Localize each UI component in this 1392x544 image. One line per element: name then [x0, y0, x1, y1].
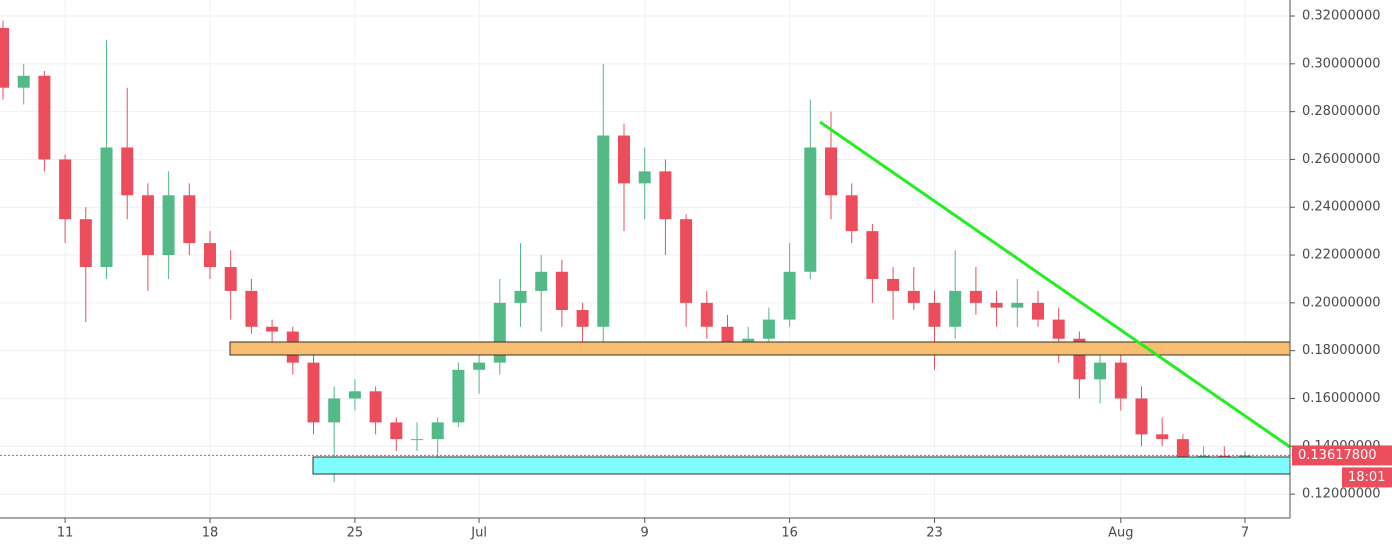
candle-body: [0, 27, 9, 88]
candle-body: [783, 271, 796, 320]
x-tick-label: 18: [202, 526, 219, 541]
candle-body: [162, 195, 175, 256]
candle-body: [949, 290, 962, 327]
candle-body: [618, 135, 630, 184]
candle-body: [473, 362, 486, 370]
y-tick-label: 0.20000000: [1302, 295, 1381, 310]
candle-body: [597, 135, 610, 327]
y-tick-label: 0.16000000: [1302, 391, 1381, 406]
candle-body: [431, 422, 444, 440]
candle-body: [514, 290, 527, 303]
candle-body: [825, 147, 837, 196]
countdown-box: [1342, 467, 1392, 488]
candle-body: [183, 195, 196, 244]
last-price-label: 0.13617800: [1298, 448, 1377, 463]
candle-body: [411, 439, 423, 441]
candle-body: [369, 391, 382, 423]
candle-body: [866, 231, 879, 279]
candle-body: [1156, 434, 1169, 440]
candle-body: [1135, 398, 1148, 435]
candle-body: [721, 326, 734, 344]
candle-body: [245, 290, 258, 327]
y-tick-label: 0.28000000: [1302, 104, 1381, 119]
y-tick-label: 0.22000000: [1302, 248, 1381, 263]
candle-body: [762, 319, 775, 339]
y-tick-label: 0.26000000: [1302, 152, 1381, 167]
candle-body: [121, 147, 134, 196]
candle-body: [141, 195, 154, 256]
support-zone: [312, 456, 1291, 475]
candle-body: [224, 267, 237, 291]
candle-body: [700, 302, 713, 327]
candle-body: [969, 290, 982, 303]
candle-body: [348, 391, 361, 399]
x-tick-label: 16: [781, 526, 798, 541]
candle-body: [59, 159, 72, 220]
resistance-zone: [229, 341, 1291, 356]
candle-body: [907, 290, 920, 303]
y-tick-label: 0.30000000: [1302, 56, 1381, 71]
candle-body: [742, 338, 755, 344]
candle-body: [576, 310, 589, 327]
candle-body: [328, 398, 341, 423]
candle-body: [659, 171, 672, 220]
candle-body: [79, 219, 92, 268]
x-tick-label: 11: [57, 526, 74, 541]
x-tick-label: 25: [347, 526, 364, 541]
candle-body: [307, 362, 320, 423]
candle-body: [804, 147, 817, 272]
candle-body: [887, 278, 900, 291]
x-tick-label: 9: [641, 526, 649, 541]
trend-line: [819, 120, 1291, 449]
candle-body: [638, 171, 651, 184]
countdown-label: 18:01: [1348, 470, 1385, 485]
candles: [0, 20, 1290, 483]
x-tick-label: 7: [1241, 526, 1249, 541]
candle-body: [928, 302, 941, 327]
candle-body: [990, 302, 1003, 308]
candle-body: [1114, 362, 1127, 399]
candle-body: [38, 75, 51, 160]
last-price-box: [1292, 445, 1392, 466]
candle-body: [17, 75, 30, 88]
candle-body: [452, 369, 465, 423]
candle-body: [1052, 319, 1065, 339]
y-tick-label: 0.12000000: [1302, 487, 1381, 502]
y-tick-label: 0.24000000: [1302, 200, 1381, 215]
x-tick-label: Jul: [470, 526, 487, 541]
candle-body: [680, 219, 693, 303]
y-tick-label: 0.18000000: [1302, 343, 1381, 358]
candle-body: [535, 271, 548, 291]
axes: 0.120000000.140000000.160000000.18000000…: [57, 9, 1392, 541]
y-tick-label: 0.32000000: [1302, 9, 1381, 24]
candle-body: [1176, 439, 1189, 459]
candle-body: [845, 195, 858, 232]
candle-body: [100, 147, 113, 268]
x-tick-label: Aug: [1108, 526, 1133, 541]
x-tick-label: 23: [926, 526, 943, 541]
grid: [0, 0, 1290, 518]
candle-body: [266, 326, 279, 332]
candle-body: [1032, 302, 1044, 320]
candle-body: [390, 422, 403, 440]
candle-body: [1011, 302, 1024, 308]
candle-body: [204, 243, 216, 268]
candle-body: [555, 271, 568, 311]
candle-body: [1094, 362, 1107, 380]
